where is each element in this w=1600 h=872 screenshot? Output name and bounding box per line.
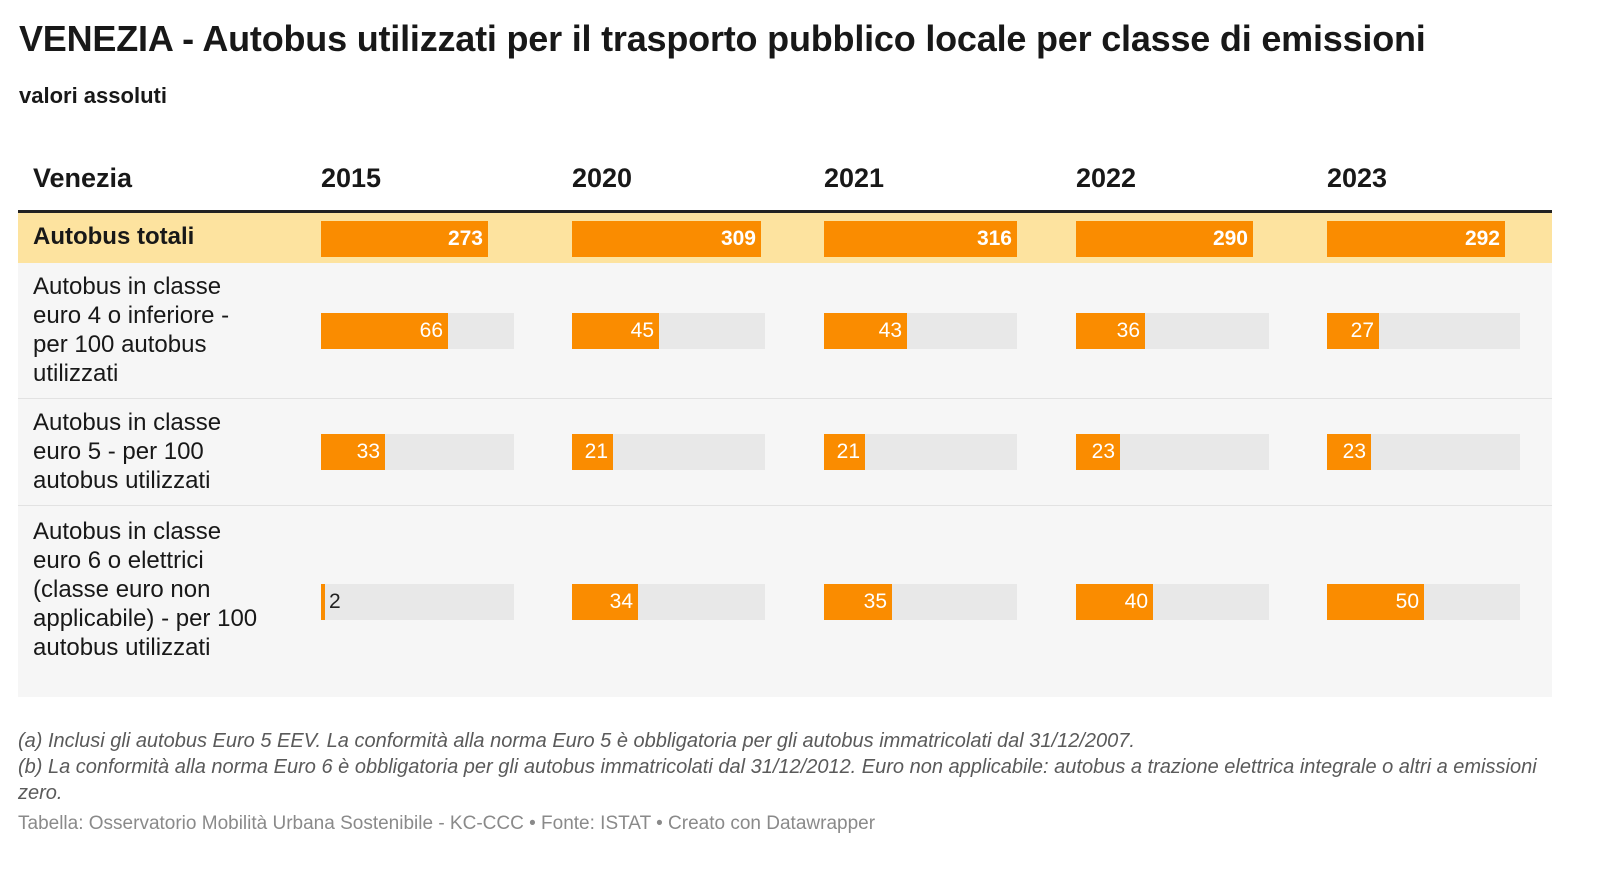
bar-track: 34 <box>572 584 765 620</box>
bar-track: 316 <box>824 221 1017 257</box>
data-table: Venezia 2015 2020 2021 2022 2023 Autobus… <box>18 155 1552 697</box>
bar-track: 21 <box>824 434 1017 470</box>
bar <box>1076 221 1253 257</box>
bar <box>824 313 907 349</box>
table-row-total: Autobus totali 273 309 316 290 292 <box>18 213 1552 263</box>
footnotes: (a) Inclusi gli autobus Euro 5 EEV. La c… <box>18 728 1558 806</box>
value-label: 66 <box>419 319 443 342</box>
table-row: Autobus in classe euro 5 - per 100 autob… <box>18 399 1552 506</box>
value-label: 309 <box>720 227 756 250</box>
value-label: 35 <box>863 590 887 613</box>
bar <box>1327 221 1505 257</box>
bar-track: 35 <box>824 584 1017 620</box>
bar <box>572 434 613 470</box>
value-label: 43 <box>878 319 902 342</box>
table-row: Autobus in classe euro 4 o inferiore - p… <box>18 263 1552 399</box>
bar-track: 36 <box>1076 313 1269 349</box>
bar <box>321 313 448 349</box>
bar <box>1076 313 1145 349</box>
bar <box>1076 584 1153 620</box>
value-label: 316 <box>976 227 1012 250</box>
bar <box>321 221 488 257</box>
header-year[interactable]: 2020 <box>572 163 633 193</box>
bar <box>824 584 892 620</box>
bar-track: 27 <box>1327 313 1520 349</box>
header-year[interactable]: 2022 <box>1076 163 1137 193</box>
bar-track: 45 <box>572 313 765 349</box>
row-label: Autobus in classe euro 5 - per 100 autob… <box>33 409 222 494</box>
bar-track: 66 <box>321 313 514 349</box>
bar <box>1327 584 1424 620</box>
bar <box>321 584 325 620</box>
table-row: Autobus in classe euro 6 o elettrici (cl… <box>18 506 1552 697</box>
bar-track: 23 <box>1327 434 1520 470</box>
bar-track: 50 <box>1327 584 1520 620</box>
header-year[interactable]: 2023 <box>1327 163 1388 193</box>
table-header: Venezia 2015 2020 2021 2022 2023 <box>18 155 1552 213</box>
bar <box>321 434 385 470</box>
value-label: 2 <box>329 590 341 613</box>
value-label: 292 <box>1464 227 1500 250</box>
chart-subtitle: valori assoluti <box>19 83 167 108</box>
header-year[interactable]: 2015 <box>321 163 382 193</box>
row-label: Autobus in classe euro 4 o inferiore - p… <box>33 273 230 387</box>
header-year[interactable]: 2021 <box>824 163 885 193</box>
footnote-a: (a) Inclusi gli autobus Euro 5 EEV. La c… <box>18 730 1135 752</box>
value-label: 36 <box>1116 319 1140 342</box>
bar-track: 43 <box>824 313 1017 349</box>
bar-track: 23 <box>1076 434 1269 470</box>
value-label: 34 <box>609 590 633 613</box>
footnote-b: (b) La conformità alla norma Euro 6 è ob… <box>18 756 1537 804</box>
value-label: 23 <box>1091 440 1115 463</box>
row-label: Autobus in classe euro 6 o elettrici (cl… <box>33 518 258 661</box>
bar-track: 21 <box>572 434 765 470</box>
value-label: 40 <box>1124 590 1148 613</box>
bar <box>1076 434 1120 470</box>
bar-track: 33 <box>321 434 514 470</box>
row-label: Autobus totali <box>33 223 195 250</box>
value-label: 21 <box>584 440 608 463</box>
chart-title: VENEZIA - Autobus utilizzati per il tras… <box>19 18 1426 59</box>
bar <box>1327 434 1371 470</box>
value-label: 27 <box>1350 319 1374 342</box>
value-label: 290 <box>1212 227 1248 250</box>
bar-track: 292 <box>1327 221 1520 257</box>
bar-track: 40 <box>1076 584 1269 620</box>
value-label: 273 <box>447 227 483 250</box>
bar-track: 309 <box>572 221 765 257</box>
table-body: Autobus totali 273 309 316 290 292 Autobus in … <box>18 213 1552 697</box>
value-label: 50 <box>1395 590 1419 613</box>
value-label: 45 <box>630 319 654 342</box>
bar-track: 290 <box>1076 221 1269 257</box>
bar <box>572 221 761 257</box>
bar <box>572 313 659 349</box>
bar <box>1327 313 1379 349</box>
source-footer: Tabella: Osservatorio Mobilità Urbana So… <box>18 813 876 834</box>
bar <box>824 221 1017 257</box>
value-label: 21 <box>836 440 860 463</box>
bar-track: 2 <box>321 584 514 620</box>
bar <box>824 434 865 470</box>
header-label[interactable]: Venezia <box>33 163 133 193</box>
bar <box>572 584 638 620</box>
value-label: 33 <box>356 440 380 463</box>
value-label: 23 <box>1342 440 1366 463</box>
bar-track: 273 <box>321 221 514 257</box>
